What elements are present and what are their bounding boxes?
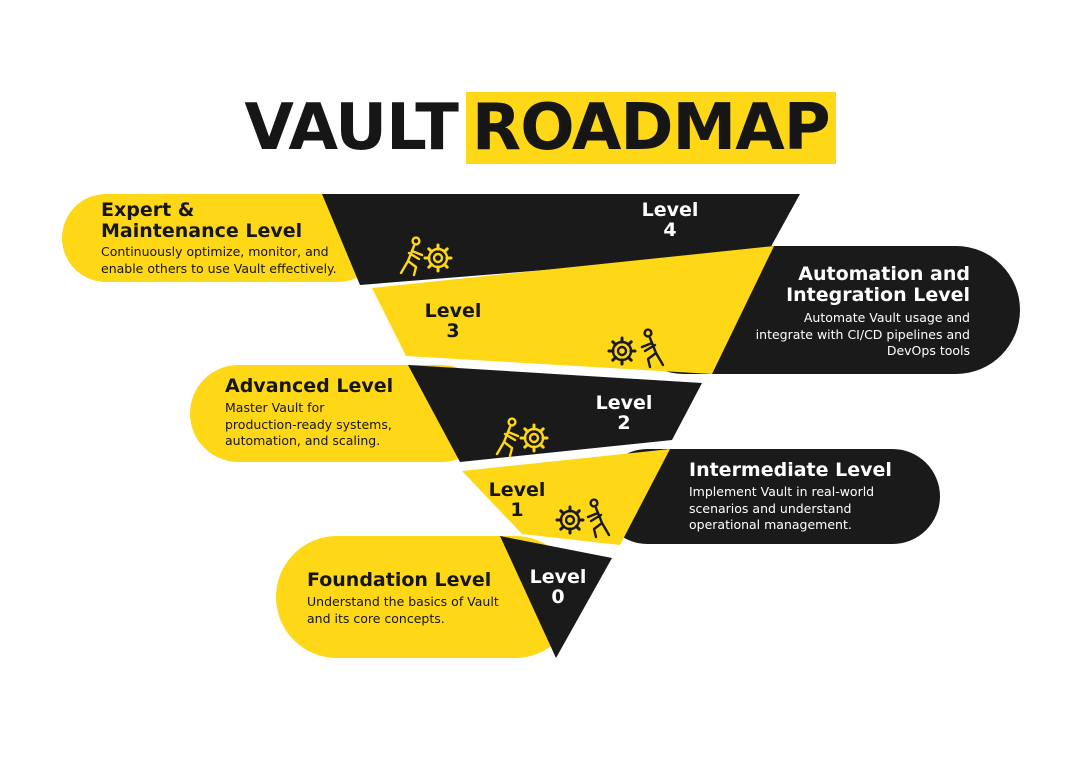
level-3-desc-line3: DevOps tools xyxy=(886,343,970,358)
roadmap-title: VAULT ROADMAP xyxy=(0,92,1080,164)
level-0-label: Level xyxy=(529,566,587,588)
level-1-text: Intermediate Level Implement Vault in re… xyxy=(689,460,929,534)
level-0-card xyxy=(276,536,576,658)
level-2-desc-line2: production-ready systems, xyxy=(225,416,392,432)
level-2-band xyxy=(408,365,702,462)
level-3-desc-line2: integrate with CI/CD pipelines and xyxy=(755,326,970,342)
level-0-number: 0 xyxy=(551,586,565,608)
level-3-badge: Level 3 xyxy=(413,301,493,341)
level-4-text: Expert & Maintenance Level Continuously o… xyxy=(101,200,351,277)
level-1-desc-line1: Implement Vault in real-world xyxy=(689,484,875,499)
level-4-badge: Level 4 xyxy=(630,200,710,240)
level-1-desc-line3: operational management. xyxy=(689,517,852,532)
level-3-desc-line1: Automate Vault usage and xyxy=(803,310,970,325)
level-1-band xyxy=(462,449,670,545)
level-0-badge: Level 0 xyxy=(518,567,598,607)
level-0-band xyxy=(500,536,612,658)
level-1-number: 1 xyxy=(510,499,524,521)
level-1-badge: Level 1 xyxy=(477,480,557,520)
level-4-desc-line2: enable others to use Vault effectively. xyxy=(101,260,337,276)
level-0-heading: Foundation Level xyxy=(307,569,492,591)
level-4-number: 4 xyxy=(663,219,677,241)
level-4-desc-line1: Continuously optimize, monitor, and xyxy=(101,244,329,259)
level-4-heading-line2: Maintenance Level xyxy=(101,220,303,242)
level-4-heading-line1: Expert & xyxy=(101,199,195,221)
level-0-text: Foundation Level Understand the basics o… xyxy=(307,570,517,627)
level-4-label: Level xyxy=(641,199,699,221)
level-2-badge: Level 2 xyxy=(584,393,664,433)
level-2-desc-line3: automation, and scaling. xyxy=(225,433,381,448)
level-2-text: Advanced Level Master Vault for productio… xyxy=(225,376,425,450)
level-3-band xyxy=(372,246,774,374)
level-2-number: 2 xyxy=(617,412,631,434)
level-2-desc-line1: Master Vault for xyxy=(225,400,325,415)
level-3-number: 3 xyxy=(446,320,460,342)
level-3-label: Level xyxy=(424,300,482,322)
level-1-heading: Intermediate Level xyxy=(689,459,892,481)
level-1-card xyxy=(600,449,940,544)
level-4-band xyxy=(322,194,800,285)
level-2-card xyxy=(190,365,490,462)
level-4-card xyxy=(62,194,382,282)
level-0-desc-line2: and its core concepts. xyxy=(307,610,445,626)
level-1-desc-line2: scenarios and understand xyxy=(689,500,852,516)
title-word-vault: VAULT xyxy=(244,91,459,165)
level-2-label: Level xyxy=(595,392,653,414)
level-3-heading-line1: Automation and xyxy=(798,263,970,285)
level-0-desc-line1: Understand the basics of Vault xyxy=(307,594,499,609)
level-1-label: Level xyxy=(488,479,546,501)
level-3-heading-line2: Integration Level xyxy=(786,284,970,306)
title-word-roadmap: ROADMAP xyxy=(465,92,836,164)
level-3-text: Automation and Integration Level Automate… xyxy=(700,264,970,360)
level-2-heading: Advanced Level xyxy=(225,375,394,397)
